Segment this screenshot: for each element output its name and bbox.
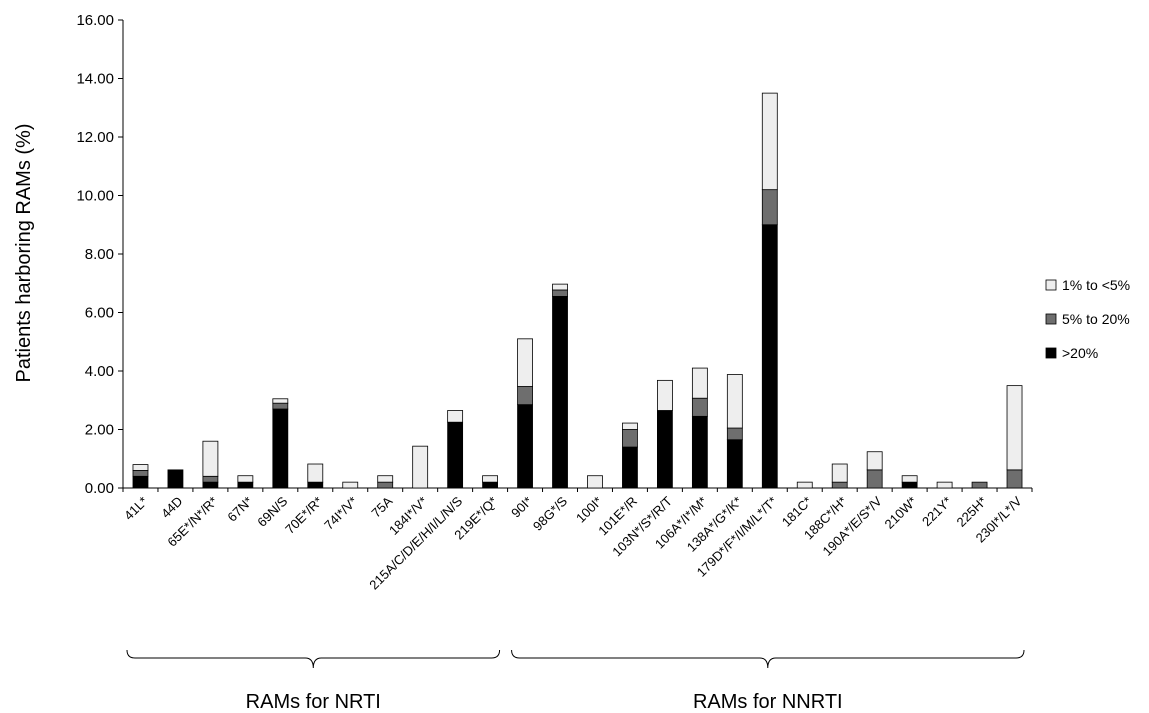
- y-tick-label: 2.00: [85, 422, 114, 439]
- category-label: 221Y*: [919, 494, 955, 530]
- y-tick-label: 14.00: [76, 71, 114, 88]
- bar-segment: [691, 415, 708, 489]
- bar-segment: [202, 440, 219, 477]
- y-tick-label: 12.00: [76, 129, 114, 146]
- bar-segment: [342, 481, 359, 489]
- legend-label: >20%: [1062, 345, 1098, 361]
- bar-segment: [552, 283, 568, 291]
- bar-segment: [377, 481, 394, 489]
- bar-segment: [237, 475, 254, 483]
- bar-segment: [167, 469, 184, 489]
- bar-segment: [132, 475, 149, 489]
- category-label: 210W*: [882, 494, 920, 532]
- bar-segment: [132, 464, 149, 471]
- legend-label: 1% to <5%: [1062, 277, 1130, 293]
- bars: [132, 92, 1023, 489]
- group-bracket: [511, 649, 1025, 669]
- category-label: 41L*: [121, 494, 151, 524]
- bar-segment: [657, 379, 673, 411]
- y-tick-label: 6.00: [85, 305, 114, 322]
- bar-segment: [901, 475, 918, 483]
- bar-segment: [202, 475, 219, 483]
- bar-segment: [517, 386, 533, 406]
- bar-segment: [587, 475, 603, 489]
- bar-segment: [761, 224, 778, 489]
- y-axis-title: Patients harboring RAMs (%): [13, 124, 35, 383]
- bar-segment: [831, 463, 848, 483]
- bar-segment: [1006, 385, 1023, 471]
- bar-segment: [622, 446, 638, 489]
- bar-segment: [726, 439, 743, 489]
- bar-segment: [307, 463, 324, 483]
- category-label: 74I*/V*: [321, 494, 360, 533]
- category-label: 70E*/R*: [282, 494, 325, 537]
- group-brackets: RAMs for NRTI RAMs for NNRTI: [126, 649, 1025, 713]
- y-tick-label: 10.00: [76, 188, 114, 205]
- bar-segment: [936, 481, 953, 489]
- bar-segment: [482, 475, 498, 483]
- legend-swatch: [1045, 279, 1057, 291]
- category-label: 98G*/S: [530, 493, 570, 533]
- bar-segment: [237, 481, 254, 489]
- legend-swatch: [1045, 347, 1057, 359]
- legend: 1% to <5% 5% to 20% >20%: [1045, 277, 1130, 361]
- bar-segment: [761, 92, 778, 191]
- bar-segment: [272, 402, 289, 410]
- category-label: 100I*: [573, 494, 605, 526]
- y-tick-label: 0.00: [85, 480, 114, 497]
- legend-label: 5% to 20%: [1062, 311, 1130, 327]
- bar-segment: [866, 469, 883, 489]
- bar-segment: [202, 481, 219, 489]
- bar-segment: [691, 367, 708, 399]
- bar-segment: [901, 481, 918, 489]
- bar-segment: [482, 481, 498, 489]
- bar-segment: [761, 189, 778, 226]
- bar-segment: [377, 475, 394, 483]
- y-tick-label: 16.00: [76, 12, 114, 29]
- bar-segment: [691, 397, 708, 417]
- category-label: 75A: [368, 493, 395, 520]
- bar-segment: [971, 481, 988, 489]
- bar-segment: [796, 481, 813, 489]
- bar-segment: [272, 398, 289, 404]
- category-label: 90I*: [508, 494, 535, 521]
- bar-segment: [552, 289, 568, 297]
- bar-segment: [517, 404, 533, 489]
- bar-segment: [307, 481, 324, 489]
- group-label: RAMs for NNRTI: [693, 691, 843, 713]
- bar-segment: [622, 422, 638, 430]
- bar-segment: [447, 421, 464, 489]
- bar-segment: [1006, 469, 1023, 489]
- bar-segment: [552, 296, 568, 489]
- y-tick-label: 8.00: [85, 246, 114, 263]
- category-label: 44D: [158, 494, 185, 521]
- bar-segment: [831, 481, 848, 489]
- y-tick-label: 4.00: [85, 363, 114, 380]
- bar-segment: [622, 429, 638, 448]
- legend-swatch: [1045, 313, 1057, 325]
- bar-segment: [272, 408, 289, 489]
- bar-segment: [726, 427, 743, 441]
- bar-segment: [132, 470, 149, 477]
- bar-segment: [447, 410, 464, 423]
- bar-segment: [657, 410, 673, 489]
- bar-segment: [866, 451, 883, 471]
- bar-segment: [412, 445, 429, 489]
- bar-segment: [726, 374, 743, 429]
- category-label: 67N*: [224, 494, 255, 525]
- bar-segment: [517, 338, 533, 387]
- group-label: RAMs for NRTI: [246, 691, 381, 713]
- group-bracket: [126, 649, 501, 669]
